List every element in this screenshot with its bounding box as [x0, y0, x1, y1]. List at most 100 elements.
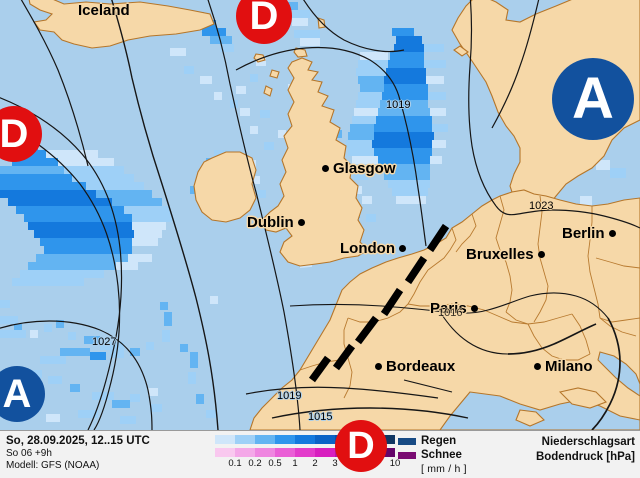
map-svg — [0, 0, 640, 430]
front-dash-3 — [380, 287, 404, 317]
city-dot — [322, 165, 329, 172]
unit-spacer — [398, 466, 416, 473]
isobar-1027 — [0, 320, 153, 430]
isobar-iberia — [403, 379, 453, 393]
city-paris[interactable]: Paris — [430, 300, 478, 317]
scale-tick-labels: 0.1 0.2 0.5 1 2 3 5 7 10 — [215, 458, 427, 470]
isobar-label-1019-south: 1019 — [277, 390, 302, 402]
city-label: Bruxelles — [466, 246, 534, 263]
city-dot — [297, 219, 305, 226]
run-info-block: So, 28.09.2025, 12..15 UTC So 06 +9h Mod… — [6, 435, 150, 472]
city-dot — [470, 305, 478, 312]
rain-label: Regen — [421, 435, 457, 447]
isobar-line-1 — [0, 97, 123, 430]
snow-step-1 — [235, 448, 255, 457]
landmasses — [28, 0, 640, 430]
run-info-text: So 06 +9h — [6, 448, 52, 459]
city-milano[interactable]: Milano — [534, 358, 593, 375]
ireland-landmass — [193, 151, 257, 223]
front-dash-6 — [308, 355, 332, 383]
city-label: London — [340, 240, 395, 257]
cold-front — [308, 223, 450, 383]
isobar-arc-north — [303, 0, 405, 53]
isobar-italy — [507, 323, 597, 355]
precipitation-scale[interactable]: 0.1 0.2 0.5 1 2 3 5 7 10 — [215, 435, 427, 470]
snow-label: Schnee — [421, 449, 462, 461]
front-dash-2 — [404, 255, 428, 285]
legend-title-block: Niederschlagsart Bodendruck [hPa] — [536, 435, 635, 465]
isobar-label-1016: 1016 — [438, 307, 463, 319]
snow-step-3 — [275, 448, 295, 457]
isobars — [0, 0, 640, 430]
city-label: Berlin — [562, 225, 605, 242]
isobar-1016-france — [289, 292, 609, 319]
iceland-landmass — [28, 0, 215, 49]
isobar-label-1015: 1015 — [308, 411, 333, 423]
front-dash-4 — [355, 315, 379, 345]
city-berlin[interactable]: Berlin — [562, 225, 616, 242]
city-label: Glasgow — [333, 160, 396, 177]
isobar-1019-north-tail — [399, 99, 427, 247]
isobar-label-1023: 1023 — [529, 200, 554, 212]
legend-title-line2: Bodendruck [hPa] — [535, 451, 635, 463]
italy-peninsula — [558, 387, 607, 409]
isobar-label-1027: 1027 — [92, 336, 117, 348]
city-bruxelles[interactable]: Bruxelles — [466, 246, 545, 263]
unit-label: [ mm / h ] — [421, 463, 467, 475]
city-dot — [375, 363, 382, 370]
rain-step-2 — [255, 435, 275, 444]
isobar-label-1019-north: 1019 — [386, 99, 411, 111]
snow-step-4 — [295, 448, 315, 457]
legend-rain-row: Regen — [398, 434, 467, 448]
snow-step-0 — [215, 448, 235, 457]
isobar-1019-south — [245, 386, 439, 399]
high-pressure-marker-scandinavia[interactable]: A — [552, 58, 634, 140]
tick-4: 2 — [312, 458, 318, 469]
tick-5: 3 — [332, 458, 338, 469]
isobar-line-2 — [0, 121, 121, 430]
map-canvas[interactable]: Iceland Glasgow Dublin London Bruxelles … — [0, 0, 640, 430]
tick-8: 10 — [389, 458, 401, 469]
low-pressure-marker-west[interactable]: D — [0, 106, 42, 162]
english-channel — [296, 252, 374, 280]
legend-footer: So, 28.09.2025, 12..15 UTC So 06 +9h Mod… — [0, 420, 640, 478]
legend-unit-row: [ mm / h ] — [398, 462, 467, 476]
city-london[interactable]: London — [340, 240, 406, 257]
mediterranean-sea — [439, 391, 640, 430]
city-label: Milano — [545, 358, 593, 375]
legend-snow-row: Schnee — [398, 448, 467, 462]
rain-step-4 — [295, 435, 315, 444]
front-dash-1 — [426, 223, 450, 253]
tick-0: 0.1 — [228, 458, 242, 469]
orkney-islands — [293, 47, 308, 58]
snow-step-2 — [255, 448, 275, 457]
country-label-iceland: Iceland — [78, 2, 130, 19]
city-dot — [537, 251, 545, 258]
city-bordeaux[interactable]: Bordeaux — [375, 358, 455, 375]
rain-step-3 — [275, 435, 295, 444]
tick-2: 0.5 — [268, 458, 282, 469]
rain-step-0 — [215, 435, 235, 444]
city-label: Bordeaux — [386, 358, 456, 375]
city-dot — [398, 245, 406, 252]
city-dublin[interactable]: Dublin — [247, 214, 305, 231]
isobar-line-5 — [111, 0, 219, 430]
high-pressure-marker-southwest[interactable]: A — [0, 366, 45, 422]
great-britain-landmass — [261, 57, 369, 267]
norway-fjord — [453, 45, 469, 57]
outer-hebrides-north — [269, 69, 280, 79]
low-pressure-marker-north[interactable]: D — [236, 0, 292, 44]
corsica-island — [515, 409, 545, 427]
rain-step-5 — [315, 435, 335, 444]
city-glasgow[interactable]: Glasgow — [322, 160, 396, 177]
isobar-line-3 — [20, 0, 89, 167]
city-label: Paris — [430, 300, 467, 317]
isobar-1015 — [271, 407, 469, 419]
tick-1: 0.2 — [248, 458, 262, 469]
city-dot — [608, 230, 616, 237]
isobar-1023 — [495, 205, 640, 229]
low-pressure-marker-footer[interactable]: D — [335, 420, 387, 472]
rain-swatch-icon — [398, 437, 416, 445]
snow-swatch-icon — [398, 451, 416, 459]
